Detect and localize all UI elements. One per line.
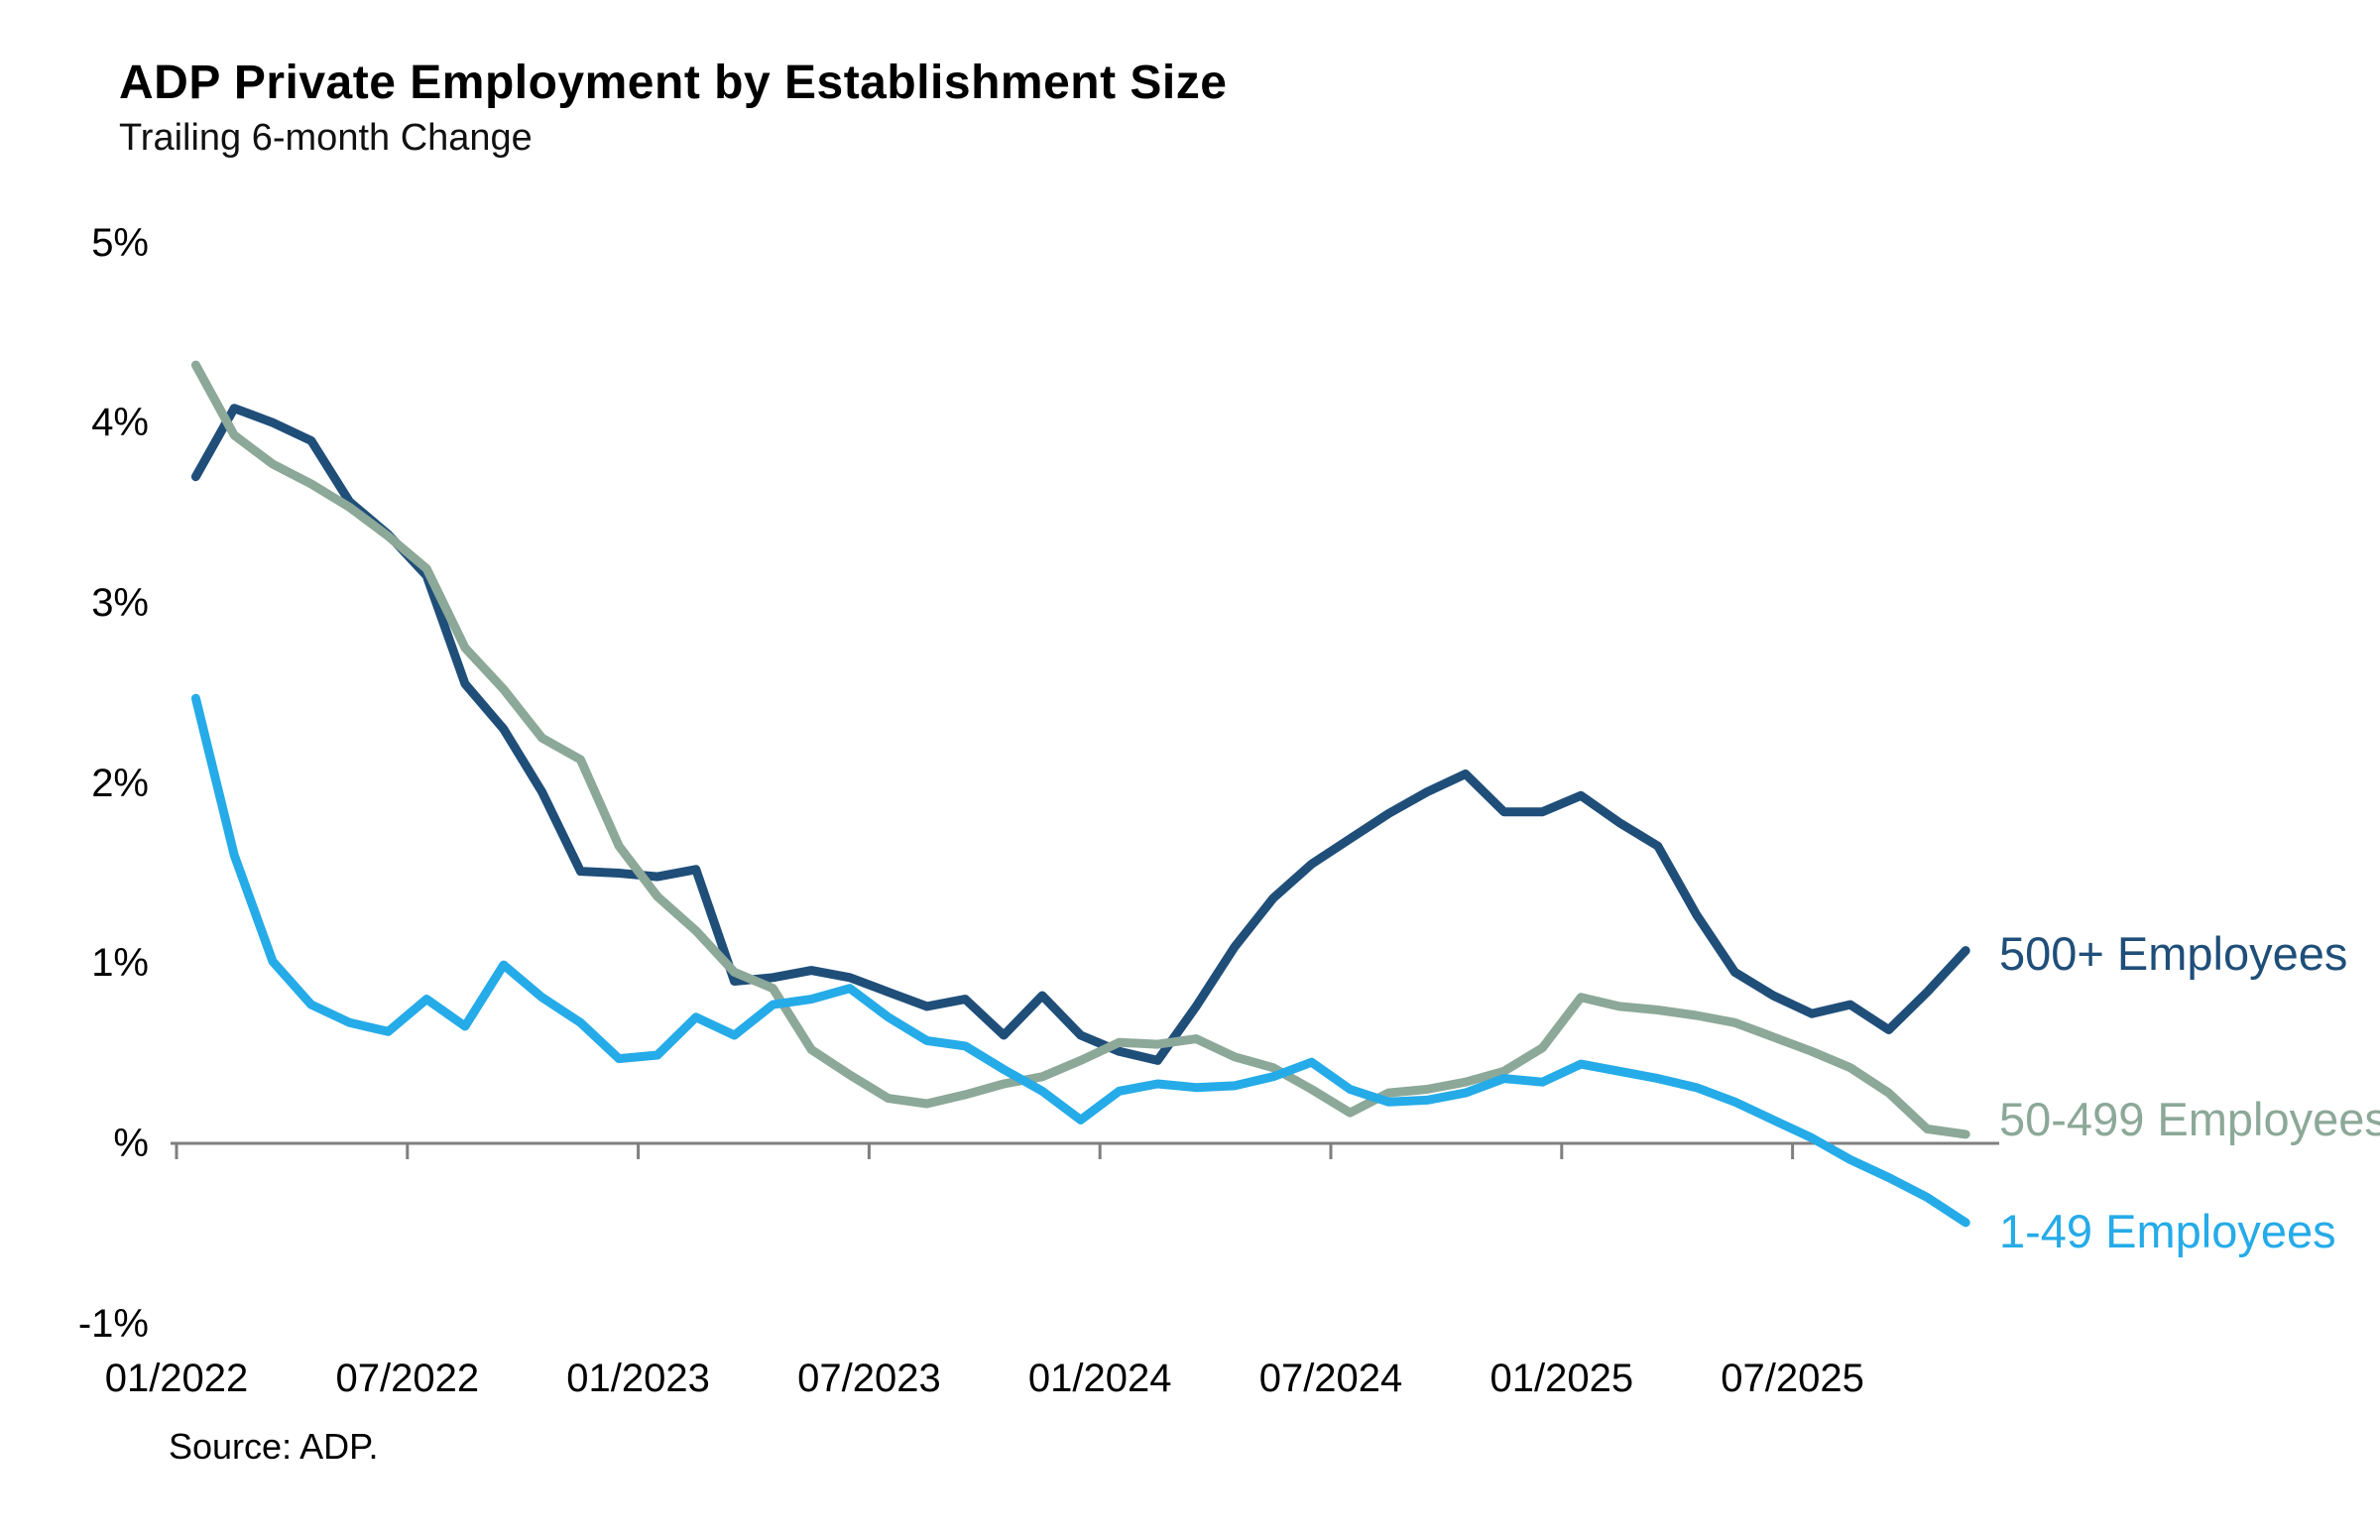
line-50-499-employees [190, 360, 1970, 1139]
line-500plus-employees [190, 404, 1970, 1065]
series-label-50-499: 50-499 Employees [1999, 1093, 2380, 1145]
series-label-1-49: 1-49 Employees [1999, 1205, 2336, 1257]
x-axis-label: 07/2022 [335, 1357, 480, 1400]
y-axis-label: 1% [91, 941, 149, 986]
y-axis-label: 5% [91, 220, 149, 265]
series-label-500plus: 500+ Employees [1999, 927, 2348, 980]
source-note: Source: ADP. [169, 1426, 379, 1467]
page-subtitle: Trailing 6-month Change [119, 117, 533, 159]
data-lines [190, 360, 1970, 1228]
x-axis-label: 07/2023 [797, 1357, 941, 1400]
y-axis-label: 4% [91, 401, 149, 445]
y-axis-label: 2% [91, 761, 149, 805]
line-1-49-employees [190, 693, 1970, 1228]
y-axis-label: 3% [91, 580, 149, 625]
x-axis-label: 01/2025 [1489, 1357, 1634, 1400]
x-axis-label: 01/2023 [566, 1357, 710, 1400]
x-axis-label: 07/2025 [1721, 1357, 1864, 1400]
x-axis-ticks [175, 1143, 1795, 1159]
x-axis-label: 01/2022 [104, 1357, 249, 1400]
x-axis-label: 07/2024 [1258, 1357, 1403, 1400]
y-axis-label: % [113, 1122, 149, 1165]
x-axis-label: 01/2024 [1027, 1357, 1172, 1400]
page-title: ADP Private Employment by Establishment … [119, 57, 1228, 109]
y-axis-label: -1% [77, 1301, 149, 1346]
